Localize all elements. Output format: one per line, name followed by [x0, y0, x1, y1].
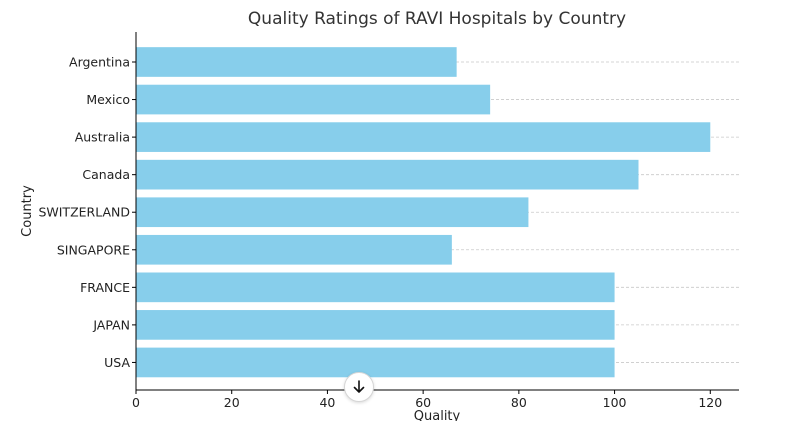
y-tick-label: USA: [104, 355, 130, 370]
bar-australia: [136, 122, 711, 152]
scroll-down-button[interactable]: [344, 372, 374, 402]
chart-title: Quality Ratings of RAVI Hospitals by Cou…: [248, 9, 626, 29]
x-tick-label: 120: [698, 395, 722, 410]
bar-usa: [136, 347, 615, 378]
bar-argentina: [136, 47, 457, 77]
x-tick-label: 0: [132, 395, 140, 410]
bar-singapore: [136, 234, 452, 265]
x-tick-label: 100: [603, 395, 627, 410]
bar-layer: [136, 47, 711, 378]
bar-mexico: [136, 84, 491, 115]
y-tick-label: Australia: [75, 130, 130, 145]
arrow-down-icon: [353, 380, 365, 393]
y-tick-label: Canada: [82, 167, 130, 182]
x-tick-label: 20: [224, 395, 240, 410]
y-tick-label: FRANCE: [80, 280, 130, 295]
y-tick-label: JAPAN: [92, 317, 130, 332]
axis-layer: Argentina Mexico Australia Canada SWITZERLAN…: [38, 32, 739, 410]
y-tick-label: SWITZERLAND: [38, 205, 130, 220]
y-tick-label: Mexico: [86, 92, 130, 107]
y-axis-label: Country: [20, 185, 35, 237]
bar-france: [136, 272, 615, 303]
bar-switzerland: [136, 197, 529, 228]
x-tick-label: 60: [415, 395, 431, 410]
y-tick-label: SINGAPORE: [57, 242, 130, 257]
x-axis-label: Quality: [414, 409, 461, 421]
x-tick-label: 80: [511, 395, 527, 410]
y-tick-label: Argentina: [69, 55, 130, 70]
x-tick-label: 40: [319, 395, 335, 410]
bar-canada: [136, 159, 639, 190]
bar-japan: [136, 310, 615, 340]
